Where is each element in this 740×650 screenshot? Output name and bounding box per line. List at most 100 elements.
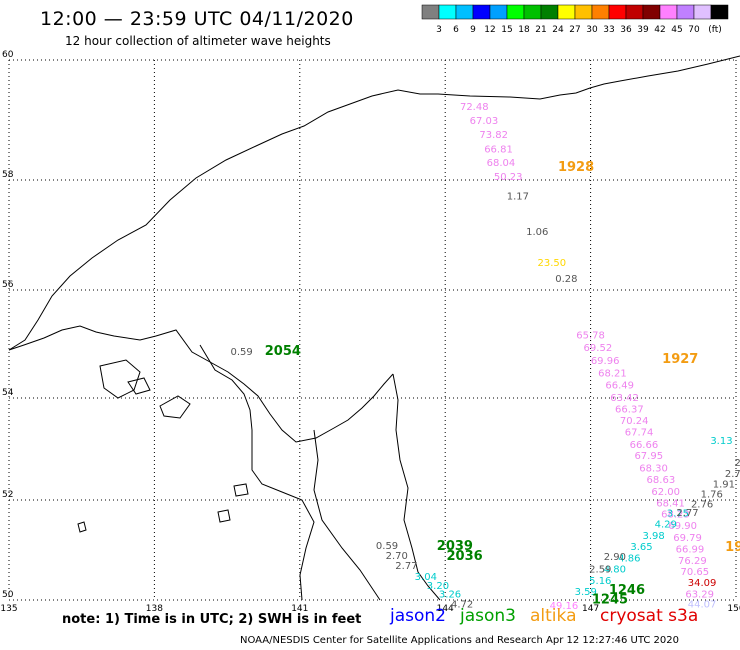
swh-value: 49.16 xyxy=(550,601,579,612)
swh-value: 73.82 xyxy=(479,130,508,141)
swh-value: 3.98 xyxy=(642,531,664,542)
swh-value: 68.30 xyxy=(639,463,668,474)
swh-value: 3.13 xyxy=(710,436,732,447)
scale-label: 15 xyxy=(501,25,512,35)
scale-label: 9 xyxy=(470,25,476,35)
lon-tick-label: 135 xyxy=(0,604,17,614)
sakhalin-west xyxy=(313,429,381,601)
swh-value: 2.77 xyxy=(395,561,417,572)
scale-label: 6 xyxy=(453,25,459,35)
scale-label: 45 xyxy=(671,25,682,35)
scale-label: 24 xyxy=(552,25,564,35)
swh-value: 2.70 xyxy=(386,551,408,562)
swh-value: 4.80 xyxy=(604,565,626,576)
swh-value: 70.65 xyxy=(680,567,709,578)
swh-value: 68.41 xyxy=(656,499,685,510)
swh-value: 67.95 xyxy=(634,451,663,462)
map-grid: 135 138 141 144 147 150 60 58 56 54 52 50 xyxy=(0,50,740,614)
swh-value: 0.28 xyxy=(555,274,577,285)
scale-swatch xyxy=(710,4,729,20)
swh-value: 50.23 xyxy=(494,172,523,183)
color-scale: 3 6 9 12 15 18 21 24 27 30 33 36 39 42 45 70 (ft) xyxy=(421,4,729,35)
legend-altika: altika xyxy=(530,606,577,626)
pass-time-label: 1927 xyxy=(662,352,698,367)
swh-value: 1.91 xyxy=(713,479,735,490)
island-3 xyxy=(127,377,151,395)
coastline xyxy=(8,55,740,601)
scale-label: 3 xyxy=(436,25,442,35)
island-5 xyxy=(217,509,231,523)
swh-value: 69.96 xyxy=(591,356,620,367)
swh-value: 2.31 xyxy=(735,458,740,469)
swh-value: 4.86 xyxy=(618,554,640,565)
swh-value: 70.24 xyxy=(620,416,649,427)
lat-tick-label: 52 xyxy=(2,490,13,500)
scale-label: 36 xyxy=(620,25,632,35)
scale-label: 70 xyxy=(688,25,700,35)
swh-value: 76.29 xyxy=(678,556,707,567)
lon-tick-label: 144 xyxy=(437,604,454,614)
north-coast xyxy=(8,55,740,351)
scale-label: 21 xyxy=(535,25,546,35)
swh-value: 69.79 xyxy=(673,533,702,544)
swh-value: 66.99 xyxy=(676,545,705,556)
swh-value: 3.26 xyxy=(439,590,461,601)
swh-value: 2.59 xyxy=(589,565,611,576)
swh-value: 65.78 xyxy=(576,331,605,342)
lon-tick-label: 147 xyxy=(582,604,599,614)
lat-tick-label: 54 xyxy=(2,388,14,398)
swh-value: 68.21 xyxy=(598,368,627,379)
swh-value: 67.74 xyxy=(625,428,654,439)
island-1 xyxy=(99,359,141,399)
swh-value: 63.29 xyxy=(685,590,714,601)
credit-line: NOAA/NESDIS Center for Satellite Applica… xyxy=(240,635,679,646)
swh-value: 3.20 xyxy=(427,581,449,592)
swh-value: 68.23 xyxy=(661,510,690,521)
swh-value: 66.49 xyxy=(605,380,634,391)
pass-time-label: 1245 xyxy=(592,593,628,608)
swh-value: 1.06 xyxy=(526,227,548,238)
scale-label: 27 xyxy=(569,25,580,35)
swh-value: 2.77 xyxy=(676,508,698,519)
legend-cryosat: cryosat s3a xyxy=(600,606,699,626)
sakhalin-east xyxy=(392,373,441,601)
scale-label: 12 xyxy=(484,25,495,35)
swh-value: 0.59 xyxy=(376,541,398,552)
swh-value: 2.90 xyxy=(604,552,626,563)
pass-time-label: 2036 xyxy=(446,549,482,564)
swh-value: 23.50 xyxy=(538,258,567,269)
lat-tick-label: 50 xyxy=(2,590,14,600)
swh-value: 63.42 xyxy=(610,393,639,404)
swh-value: 69.90 xyxy=(668,521,697,532)
pass-time-label: 2054 xyxy=(265,344,301,359)
swh-value: 5.16 xyxy=(589,576,611,587)
swh-value: 67.03 xyxy=(470,116,499,127)
scale-label: 42 xyxy=(654,25,665,35)
satellite-tracks: 72.48 67.03 73.82 66.81 68.04 50.23 1.17 1.06 23… xyxy=(231,102,740,612)
swh-value: 62.00 xyxy=(651,487,680,498)
swh-value: 1.76 xyxy=(701,489,723,500)
west-inner-coast xyxy=(199,344,315,601)
island-4 xyxy=(233,483,249,497)
swh-value: 2.76 xyxy=(691,500,713,511)
lat-tick-label: 60 xyxy=(2,50,14,60)
swh-value: 68.63 xyxy=(647,475,676,486)
swh-value: 66.37 xyxy=(615,404,644,415)
swh-value: 4.72 xyxy=(451,600,473,611)
gulf-coast xyxy=(8,325,394,443)
page-title: 12:00 — 23:59 UTC 04/11/2020 xyxy=(40,8,354,30)
page-subtitle: 12 hour collection of altimeter wave hei… xyxy=(65,34,331,48)
pass-time-label: 2039 xyxy=(437,539,473,554)
pass-time-label: 1246 xyxy=(609,583,645,598)
scale-label: (ft) xyxy=(708,25,722,35)
scale-label: 33 xyxy=(603,25,614,35)
swh-value: 66.81 xyxy=(484,144,513,155)
swh-value: 44.07 xyxy=(688,600,717,611)
pass-time-label: 1926 xyxy=(725,540,740,555)
scale-label: 39 xyxy=(637,25,649,35)
swh-value: 3.04 xyxy=(415,572,437,583)
scale-label: 30 xyxy=(586,25,598,35)
swh-value: 66.66 xyxy=(630,440,659,451)
island-2 xyxy=(159,395,191,419)
